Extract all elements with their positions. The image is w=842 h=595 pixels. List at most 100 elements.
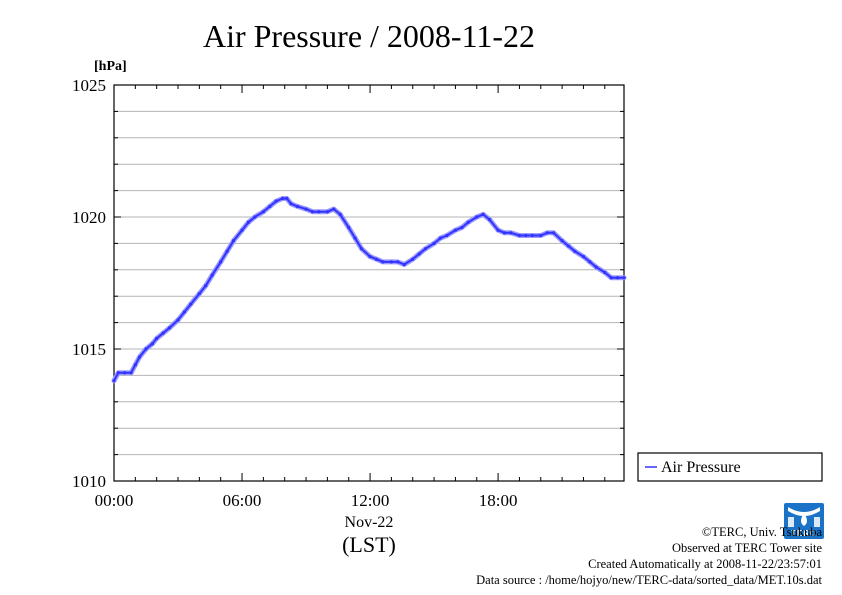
data-point [496, 228, 500, 232]
data-point [138, 355, 142, 359]
data-point [615, 276, 620, 280]
data-point [566, 244, 571, 248]
data-point [509, 231, 513, 235]
data-point [603, 270, 607, 275]
data-point [402, 262, 406, 267]
data-point [167, 326, 172, 330]
data-point [317, 210, 321, 214]
data-point [289, 202, 293, 206]
data-point [116, 371, 120, 375]
y-tick-label: 1025 [72, 76, 106, 95]
data-point [189, 302, 193, 306]
data-point [423, 247, 428, 251]
data-point [112, 379, 116, 383]
y-tick-label: 1015 [72, 340, 106, 359]
data-point [475, 215, 479, 219]
footer: ©TERC, Univ. Tsukuba Observed at TERC To… [476, 524, 822, 588]
data-point [176, 318, 180, 322]
data-point [502, 231, 507, 235]
series-halo [111, 196, 627, 384]
grid [114, 110, 624, 456]
data-point [204, 284, 208, 288]
data-point [268, 204, 272, 209]
site-text: Observed at TERC Tower site [671, 541, 822, 555]
data-point [368, 255, 372, 259]
data-point [240, 228, 244, 232]
x-tick-label: 06:00 [223, 491, 262, 510]
data-point [539, 233, 543, 238]
data-point [588, 260, 592, 264]
data-point [560, 239, 564, 243]
data-point [517, 233, 522, 238]
data-point [389, 260, 394, 264]
legend-box [637, 452, 823, 482]
data-point [359, 247, 364, 251]
data-point [144, 347, 148, 351]
data-point [129, 371, 133, 375]
data-point [551, 231, 556, 235]
data-point [332, 207, 336, 211]
data-point [381, 260, 385, 264]
data-point [374, 257, 379, 261]
data-point [338, 212, 342, 216]
data-point [310, 210, 315, 214]
data-point [445, 233, 449, 238]
source-text: Data source : /home/hojyo/new/TERC-data/… [476, 573, 822, 587]
data-point [219, 260, 223, 264]
series-air-pressure [111, 196, 627, 384]
data-point [123, 371, 127, 375]
data-point [460, 225, 464, 230]
terc-logo: TERC [784, 503, 824, 539]
data-point [524, 233, 528, 238]
legend: Air Pressure [637, 452, 823, 482]
data-point [304, 207, 308, 211]
y-tick-label: 1010 [72, 472, 106, 491]
data-point [581, 255, 586, 259]
data-point [261, 210, 265, 214]
series-line [113, 197, 625, 382]
data-point [545, 231, 549, 235]
legend-label: Air Pressure [661, 459, 741, 476]
data-point [210, 273, 214, 277]
chart-title: Air Pressure / 2008-11-22 [203, 18, 535, 54]
copyright-text: ©TERC, Univ. Tsukuba [701, 525, 822, 539]
data-point [466, 220, 470, 224]
x-tick-labels: 00:00 06:00 12:00 18:00 [95, 491, 518, 510]
x-tick-label: 18:00 [479, 491, 518, 510]
data-point [225, 249, 229, 253]
data-point [161, 331, 165, 335]
created-text: Created Automatically at 2008-11-22/23:5… [588, 557, 822, 571]
data-point [155, 336, 159, 341]
data-point [594, 265, 598, 269]
data-point [182, 310, 187, 314]
data-point [133, 363, 137, 367]
data-point [150, 342, 155, 346]
x-axis-label: (LST) [342, 532, 396, 557]
y-tick-labels: 1010 1015 1020 1025 [72, 76, 106, 491]
data-point [325, 210, 329, 214]
data-point [396, 260, 400, 264]
data-point [411, 257, 415, 261]
data-point [347, 225, 351, 230]
data-point [438, 236, 443, 240]
x-tick-label: 00:00 [95, 491, 134, 510]
data-point [573, 249, 577, 253]
data-point [295, 204, 300, 209]
data-point [481, 212, 485, 216]
x-date-label: Nov-22 [345, 514, 394, 531]
data-point [253, 215, 257, 219]
data-point [417, 252, 421, 256]
data-point [246, 220, 251, 224]
data-point [231, 239, 236, 243]
axis-ticks [114, 84, 624, 482]
data-point [197, 291, 201, 296]
y-unit-label: [hPa] [94, 59, 127, 74]
data-point [487, 218, 492, 222]
data-point [530, 233, 534, 238]
data-point [432, 241, 436, 245]
logo-text: TERC [791, 529, 817, 538]
data-point [622, 276, 626, 280]
data-point [285, 196, 289, 201]
plot-frame [113, 84, 625, 482]
